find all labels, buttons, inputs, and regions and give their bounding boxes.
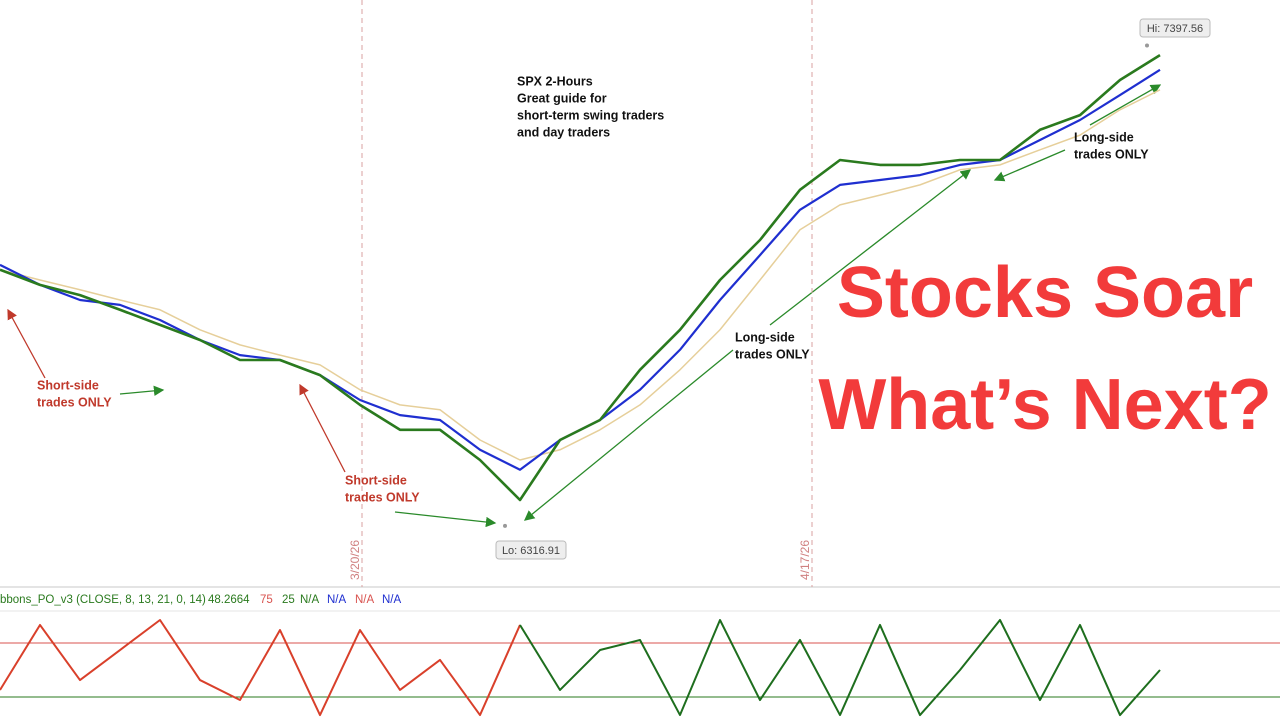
annotation: and day traders	[517, 125, 610, 139]
line-series	[519, 618, 1161, 717]
annotation: trades ONLY	[735, 347, 810, 361]
indicator-label: 25	[282, 594, 295, 606]
arrow	[523, 349, 734, 521]
indicator-label: bbons_PO_v3 (CLOSE, 8, 13, 21, 0, 14)	[0, 594, 206, 606]
line-series	[0, 89, 1161, 461]
annotation: trades ONLY	[1074, 147, 1149, 161]
hi-label: Hi: 7397.56	[1147, 23, 1203, 35]
annotation: SPX 2-Hours	[517, 74, 593, 88]
indicator-label: 48.2664	[208, 594, 250, 606]
indicator-label: N/A	[382, 594, 402, 606]
guide-arrows	[7, 84, 1162, 528]
annotation: Long-side	[735, 330, 795, 344]
arrow	[769, 169, 972, 326]
line-series	[0, 618, 521, 717]
indicator-label: N/A	[300, 594, 320, 606]
annotation: trades ONLY	[37, 395, 112, 409]
x-tick-label: 3/20/26	[348, 540, 362, 580]
annotation: Great guide for	[517, 91, 607, 105]
x-tick-label: 4/17/26	[798, 540, 812, 580]
lo-label: Lo: 6316.91	[502, 545, 560, 557]
indicator-label: N/A	[355, 594, 375, 606]
indicator-label: 75	[260, 594, 273, 606]
arrow	[394, 511, 497, 528]
hi-box	[1139, 18, 1211, 38]
annotation: trades ONLY	[345, 490, 420, 504]
annotation: Short-side	[37, 378, 99, 392]
headline: What’s Next?	[818, 365, 1271, 445]
hi-marker	[1145, 43, 1149, 48]
indicator-label: N/A	[327, 594, 347, 606]
arrow	[119, 385, 165, 397]
lo-marker	[503, 523, 507, 528]
annotation: Short-side	[345, 473, 407, 487]
arrow	[299, 383, 346, 473]
arrow	[7, 308, 46, 379]
headline: Stocks Soar	[837, 253, 1253, 333]
arrow	[993, 149, 1066, 182]
line-series	[0, 54, 1161, 502]
lo-box	[495, 540, 567, 560]
annotation: Long-side	[1074, 130, 1134, 144]
annotation: short-term swing traders	[517, 108, 664, 122]
arrow	[1089, 84, 1162, 126]
